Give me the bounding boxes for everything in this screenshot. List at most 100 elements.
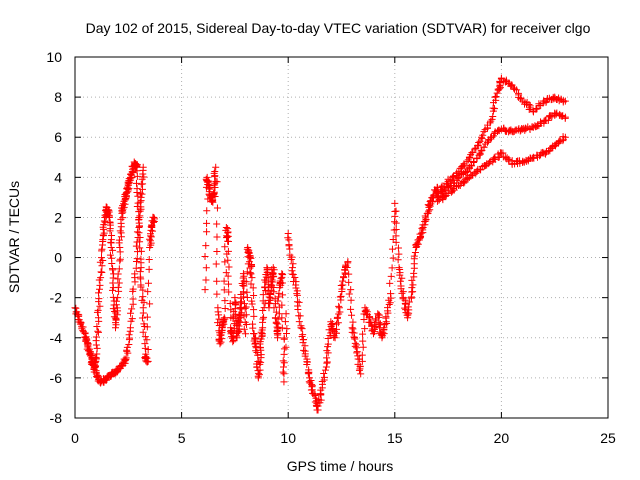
data-point [121,357,129,365]
data-point [243,321,251,329]
data-point [98,269,106,277]
data-point [425,202,433,210]
data-point [295,298,303,306]
data-point [140,298,148,306]
data-point [213,290,221,298]
data-point [249,324,257,332]
data-point [289,260,297,268]
data-point [323,354,331,362]
data-point [135,222,143,230]
data-point [144,346,152,354]
data-point [237,304,245,312]
data-point [275,310,283,318]
data-point [392,219,400,227]
data-point [122,354,130,362]
data-point [389,235,397,243]
data-point [109,246,117,254]
data-point [441,185,449,193]
data-point [202,276,210,284]
data-point [336,308,344,316]
data-point [132,242,140,250]
data-point [106,251,114,259]
data-point [137,193,145,201]
data-point [246,269,254,277]
data-point [127,309,135,317]
data-point [234,329,242,337]
chart-title: Day 102 of 2015, Sidereal Day-to-day VTE… [86,20,591,36]
data-point [339,277,347,285]
data-point [132,264,140,272]
data-point [392,238,400,246]
data-point [125,331,133,339]
data-point [348,311,356,319]
data-point [353,349,361,357]
data-point [242,278,250,286]
data-point [382,313,390,321]
data-point [224,272,232,280]
data-point [221,315,229,323]
data-point [386,279,394,287]
data-point [221,297,229,305]
data-point [398,274,406,282]
data-point [247,270,255,278]
data-point [359,337,367,345]
data-point [134,199,142,207]
data-point [252,347,260,355]
data-point [347,305,355,313]
data-point [141,333,149,341]
data-point [210,189,218,197]
data-point [211,168,219,176]
data-point [126,324,134,332]
data-point [247,280,255,288]
data-point [281,318,289,326]
data-point [225,263,233,271]
data-point [203,228,211,236]
data-point [403,309,411,317]
data-point [395,250,403,258]
data-point [224,256,232,264]
data-point [139,293,147,301]
data-point [479,131,487,139]
data-point [137,275,145,283]
data-point [249,284,257,292]
x-tick-label: 25 [600,430,616,446]
data-point [90,359,98,367]
data-point [491,93,499,101]
data-point [270,288,278,296]
data-point [278,301,286,309]
data-point [338,285,346,293]
data-point [137,247,145,255]
data-point [347,286,355,294]
data-point [97,254,105,262]
data-point [300,346,308,354]
data-point [337,292,345,300]
data-point [422,216,430,224]
data-point [513,86,521,94]
data-point [112,297,120,305]
data-point [259,306,267,314]
data-point [133,228,141,236]
data-point [387,272,395,280]
data-point [351,335,359,343]
data-point [109,286,117,294]
data-point [210,188,218,196]
data-point [530,154,538,162]
data-point [133,188,141,196]
data-point [211,192,219,200]
data-point [94,306,102,314]
data-point [115,279,123,287]
data-point [109,266,117,274]
data-point [280,370,288,378]
data-point [248,274,256,282]
data-point [558,113,566,121]
data-point [231,294,239,302]
data-point [240,282,248,290]
data-point [125,341,133,349]
data-point [460,179,468,187]
data-point [321,366,329,374]
data-point [298,325,306,333]
data-point [561,113,569,121]
data-point [248,300,256,308]
data-point [336,293,344,301]
data-point [116,255,124,263]
